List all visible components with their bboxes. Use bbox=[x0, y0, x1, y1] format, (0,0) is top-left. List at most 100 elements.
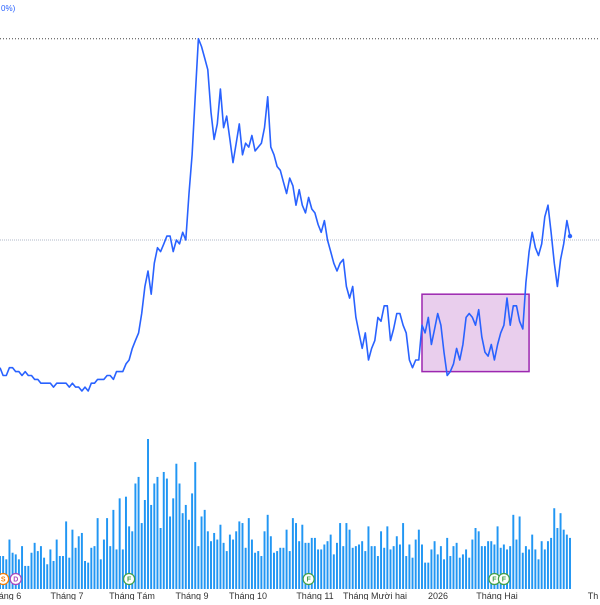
volume-bar bbox=[24, 565, 27, 589]
volume-bar bbox=[540, 541, 543, 589]
volume-bar bbox=[295, 523, 297, 589]
volume-bar bbox=[436, 554, 439, 589]
volume-bar bbox=[55, 539, 58, 589]
event-marker-circle bbox=[302, 572, 315, 586]
volume-bar bbox=[546, 541, 549, 589]
volume-bar bbox=[137, 476, 140, 589]
event-marker[interactable]: D bbox=[9, 572, 22, 586]
volume-bar bbox=[8, 539, 11, 589]
volume-bar bbox=[320, 549, 323, 589]
volume-bar bbox=[27, 565, 30, 589]
volume-bar bbox=[509, 546, 512, 589]
volume-bar bbox=[112, 509, 115, 589]
volume-bar bbox=[36, 551, 39, 589]
volume-bar bbox=[58, 556, 61, 589]
volume-bar bbox=[468, 557, 471, 589]
volume-bar bbox=[398, 544, 401, 589]
volume-bar bbox=[528, 549, 531, 589]
volume-bar bbox=[232, 539, 235, 589]
volume-bar bbox=[534, 549, 537, 589]
volume-bar bbox=[106, 518, 109, 589]
volume-bar bbox=[263, 531, 266, 589]
volume-bar bbox=[496, 526, 499, 589]
volume-bar bbox=[483, 546, 486, 589]
volume-bar bbox=[408, 544, 411, 589]
x-tick-label: Tháng Hai bbox=[476, 591, 518, 600]
volume-bar bbox=[433, 541, 436, 589]
volume-bar bbox=[565, 534, 568, 589]
volume-bar bbox=[427, 562, 430, 589]
volume-bar bbox=[65, 521, 68, 589]
volume-bar bbox=[87, 562, 90, 589]
volume-bar bbox=[150, 504, 153, 589]
volume-bar bbox=[518, 516, 521, 589]
volume-bar bbox=[389, 549, 392, 589]
volume-bar bbox=[521, 552, 524, 589]
volume-bar bbox=[238, 521, 241, 589]
volume-bar bbox=[241, 523, 244, 589]
event-marker[interactable]: S bbox=[0, 572, 10, 586]
volume-bar bbox=[162, 471, 165, 589]
volume-bar bbox=[439, 546, 442, 589]
last-price-point bbox=[567, 233, 573, 239]
volume-bar bbox=[109, 546, 112, 589]
volume-bar bbox=[395, 536, 398, 589]
volume-bar bbox=[250, 539, 253, 589]
price-line bbox=[0, 37, 571, 392]
volume-bar bbox=[443, 559, 446, 589]
volume-bar bbox=[288, 551, 291, 589]
volume-bar bbox=[77, 536, 80, 589]
volume-bar bbox=[128, 526, 131, 589]
volume-bar bbox=[531, 534, 534, 589]
volume-bar bbox=[187, 519, 190, 589]
volume-bar bbox=[191, 493, 194, 589]
volume-bar bbox=[317, 549, 320, 589]
volume-bar bbox=[329, 534, 332, 589]
volume-bar bbox=[458, 557, 461, 589]
volume-bar bbox=[502, 544, 505, 589]
volume-bar bbox=[210, 541, 212, 589]
volume-bar bbox=[96, 518, 99, 589]
volume-bar bbox=[165, 478, 168, 589]
volume-bar bbox=[90, 547, 93, 589]
volume-bar bbox=[339, 523, 342, 589]
volume-bar bbox=[313, 537, 316, 589]
event-marker-label: F bbox=[492, 577, 497, 584]
volume-bar bbox=[52, 560, 55, 589]
volume-bar bbox=[118, 498, 121, 589]
volume-bar bbox=[159, 528, 162, 589]
volume-bar bbox=[461, 554, 464, 589]
event-marker[interactable]: F bbox=[302, 572, 315, 586]
volume-bar bbox=[254, 552, 257, 589]
volume-bar bbox=[143, 499, 146, 589]
volume-bar bbox=[307, 542, 310, 589]
volume-bar bbox=[213, 532, 216, 589]
volume-bar bbox=[269, 536, 272, 589]
volume-bar bbox=[216, 539, 219, 589]
volume-bar bbox=[140, 523, 143, 589]
volume-bar bbox=[380, 531, 383, 589]
volume-bar bbox=[370, 546, 373, 589]
volume-bar bbox=[225, 551, 228, 589]
volume-bar bbox=[62, 556, 64, 589]
volume-bar bbox=[219, 524, 222, 589]
volume-bar bbox=[304, 542, 307, 589]
volume-bar bbox=[524, 546, 527, 589]
event-marker[interactable]: F bbox=[123, 572, 136, 586]
volume-bar bbox=[291, 518, 294, 589]
volume-bar bbox=[266, 514, 269, 589]
volume-bar bbox=[84, 560, 87, 589]
volume-bar bbox=[285, 529, 288, 589]
event-marker-label: F bbox=[127, 577, 132, 584]
volume-bar bbox=[490, 541, 493, 589]
event-marker[interactable]: F bbox=[497, 572, 510, 586]
x-tick-label: áng 6 bbox=[0, 591, 21, 600]
volume-bar bbox=[301, 524, 304, 589]
volume-bar bbox=[452, 546, 455, 589]
volume-bar bbox=[446, 537, 449, 589]
volume-bars bbox=[0, 439, 571, 589]
shaded-zone bbox=[421, 293, 530, 373]
